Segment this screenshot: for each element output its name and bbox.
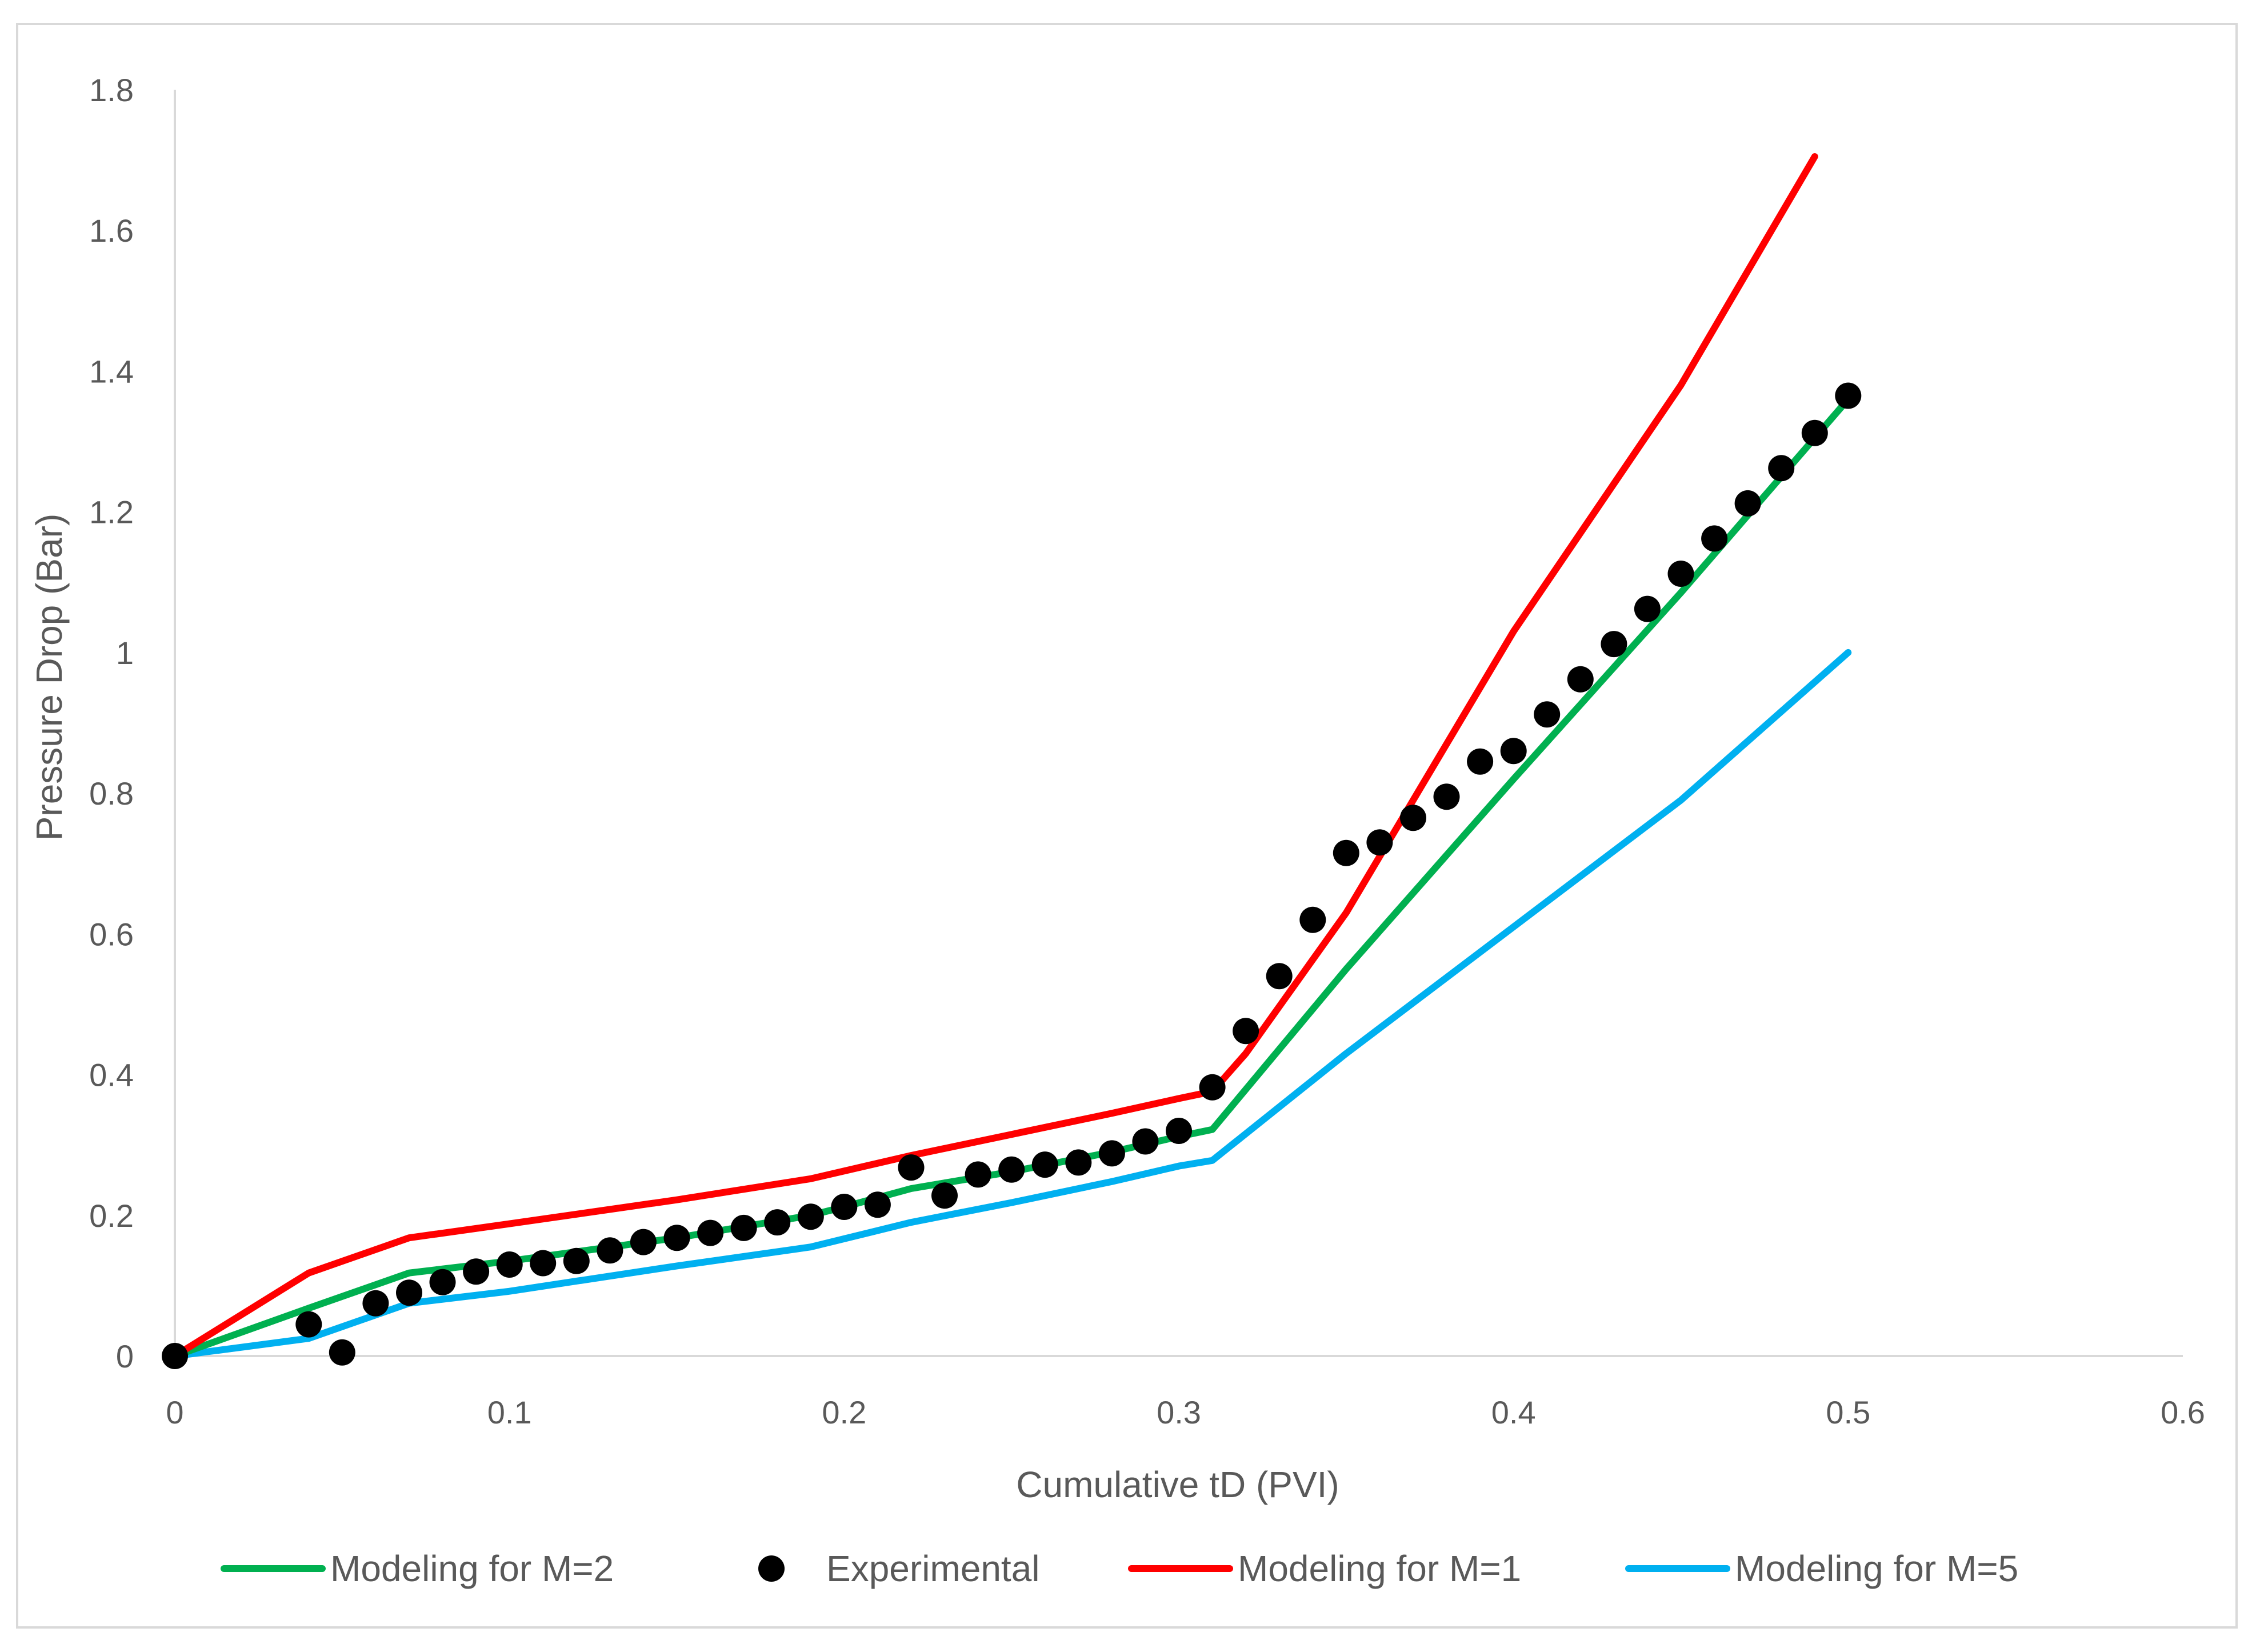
data-point-experimental [1031, 1151, 1058, 1178]
data-point-experimental [931, 1182, 958, 1209]
data-point-experimental [831, 1194, 858, 1220]
x-tick-label: 0.5 [1826, 1394, 1870, 1430]
x-tick-label: 0.3 [1157, 1394, 1201, 1430]
legend-label-experimental: Experimental [826, 1548, 1040, 1589]
data-point-experimental [965, 1161, 991, 1188]
x-tick-label: 0.6 [2161, 1394, 2205, 1430]
data-point-experimental [1768, 455, 1795, 482]
data-point-experimental [396, 1279, 422, 1306]
data-point-experimental [597, 1237, 623, 1264]
data-point-experimental [563, 1247, 590, 1274]
data-point-experimental [1500, 738, 1527, 765]
data-point-experimental [898, 1154, 925, 1181]
data-point-experimental [998, 1156, 1025, 1183]
data-point-experimental [1233, 1018, 1259, 1045]
y-tick-label: 0.2 [89, 1198, 134, 1234]
data-point-experimental [1567, 666, 1594, 693]
data-point-experimental [1400, 805, 1426, 831]
data-point-experimental [1366, 829, 1393, 856]
data-point-experimental [697, 1219, 724, 1246]
data-point-experimental [1433, 783, 1460, 810]
x-tick-label: 0.2 [822, 1394, 866, 1430]
y-axis-title: Pressure Drop (Bar) [29, 514, 70, 841]
data-point-experimental [730, 1214, 757, 1241]
y-tick-label: 0.4 [89, 1057, 134, 1093]
axes: 0 0.2 0.4 0.6 0.8 1 1.2 1.4 1.6 1.8 0 0.1 0.2 0.3 0.4 0… [89, 72, 2205, 1430]
legend-label-modeling-for-m-1: Modeling for M=1 [1238, 1548, 1521, 1589]
data-point-experimental [429, 1269, 456, 1295]
legend-swatch-experimental [758, 1555, 785, 1582]
x-axis-title: Cumulative tD (PVI) [1016, 1464, 1339, 1505]
data-point-experimental [1065, 1149, 1092, 1176]
chart-frame [16, 23, 2238, 1629]
data-point-experimental [1467, 748, 1494, 775]
data-point-experimental [1166, 1118, 1192, 1144]
data-point-experimental [1199, 1074, 1226, 1101]
data-point-experimental [630, 1229, 657, 1255]
data-point-experimental [1098, 1140, 1125, 1167]
y-tick-label: 0 [116, 1338, 134, 1374]
x-tick-label: 0.1 [487, 1394, 532, 1430]
data-point-experimental [1734, 490, 1761, 517]
y-tick-label: 1.6 [89, 213, 134, 249]
y-tick-label: 0.6 [89, 916, 134, 952]
series-line-modeling-for-m-2 [171, 395, 1852, 1359]
data-point-experimental [530, 1250, 557, 1277]
data-point-experimental [1634, 595, 1661, 622]
x-tick-label: 0 [166, 1394, 183, 1430]
y-tick-label: 1.2 [89, 494, 134, 530]
data-point-experimental [295, 1311, 322, 1338]
data-point-experimental [1835, 382, 1862, 409]
x-tick-label: 0.4 [1491, 1394, 1536, 1430]
data-point-experimental [496, 1251, 523, 1278]
series-line-modeling-for-m-1 [171, 153, 1818, 1359]
y-tick-label: 1.4 [89, 353, 134, 389]
data-point-experimental [1667, 561, 1694, 587]
legend-label-modeling-for-m-5: Modeling for M=5 [1735, 1548, 2018, 1589]
data-point-experimental [764, 1209, 791, 1236]
data-point-experimental [1601, 631, 1627, 658]
data-point-experimental [162, 1343, 188, 1369]
legend: Modeling for M=2 Experimental Modeling for… [221, 1548, 2018, 1589]
data-point-experimental [463, 1258, 490, 1285]
y-tick-label: 1.8 [89, 72, 134, 108]
data-point-experimental [1266, 963, 1293, 990]
data-point-experimental [1801, 419, 1828, 446]
data-point-experimental [1534, 701, 1561, 728]
data-point-experimental [329, 1339, 355, 1366]
data-point-experimental [1701, 525, 1728, 552]
data-point-experimental [1132, 1128, 1159, 1155]
y-tick-label: 1 [116, 635, 134, 671]
data-point-experimental [1333, 839, 1359, 866]
data-point-experimental [797, 1203, 824, 1230]
y-tick-label: 0.8 [89, 775, 134, 811]
data-point-experimental [1299, 906, 1326, 933]
legend-label-modeling-for-m-2: Modeling for M=2 [330, 1548, 614, 1589]
data-point-experimental [362, 1290, 389, 1317]
data-point-experimental [864, 1191, 891, 1218]
series-layer [162, 153, 1862, 1369]
series-line-modeling-for-m-5 [171, 649, 1852, 1359]
data-point-experimental [663, 1225, 690, 1251]
